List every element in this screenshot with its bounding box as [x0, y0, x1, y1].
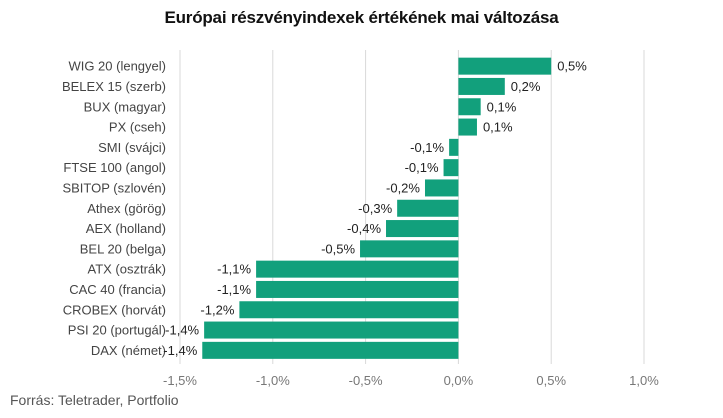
x-tick-label: 0,0% [444, 373, 474, 388]
category-label: WIG 20 (lengyel) [68, 59, 166, 74]
value-label: -1,2% [200, 302, 234, 317]
value-label: -0,4% [347, 221, 381, 236]
x-tick-label: -1,5% [163, 373, 197, 388]
bars [202, 57, 552, 359]
category-label: SBITOP (szlovén) [62, 180, 166, 195]
value-label: -0,5% [321, 241, 355, 256]
chart-title: Európai részvényindexek értékének mai vá… [164, 8, 559, 27]
bar [360, 240, 459, 258]
value-label: -1,1% [217, 282, 251, 297]
category-label: PSI 20 (portugál) [68, 323, 166, 338]
category-label: DAX (német) [91, 343, 166, 358]
bar [256, 280, 459, 298]
category-label: AEX (holland) [86, 221, 166, 236]
bar [424, 179, 459, 197]
category-label: SMI (svájci) [98, 140, 166, 155]
value-label: 0,1% [483, 120, 513, 135]
bar [202, 341, 459, 359]
category-label: BEL 20 (belga) [80, 241, 166, 256]
bar [458, 98, 481, 116]
bar [443, 159, 459, 177]
value-label: 0,2% [511, 79, 541, 94]
bar [458, 77, 505, 95]
value-label: 0,5% [557, 59, 587, 74]
bar [256, 260, 459, 278]
category-label: BUX (magyar) [84, 99, 166, 114]
category-label: PX (cseh) [109, 120, 166, 135]
category-label: FTSE 100 (angol) [63, 160, 166, 175]
value-label: -0,3% [358, 201, 392, 216]
category-label: ATX (osztrák) [88, 262, 167, 277]
bar [458, 118, 477, 136]
value-label: -1,1% [217, 262, 251, 277]
bar [397, 199, 459, 217]
category-label: CAC 40 (francia) [69, 282, 166, 297]
bar [239, 301, 459, 319]
x-tick-label: 1,0% [629, 373, 659, 388]
bar [386, 220, 459, 238]
value-label: -0,2% [386, 180, 420, 195]
bar [458, 57, 552, 75]
value-label: -0,1% [405, 160, 439, 175]
bar [204, 321, 459, 339]
value-label: -0,1% [410, 140, 444, 155]
bar [449, 138, 459, 156]
category-label: Athex (görög) [87, 201, 166, 216]
value-label: -1,4% [165, 323, 199, 338]
category-label: CROBEX (horvát) [63, 302, 166, 317]
x-tick-label: -0,5% [349, 373, 383, 388]
value-label: -1,4% [163, 343, 197, 358]
x-tick-label: -1,0% [256, 373, 290, 388]
category-label: BELEX 15 (szerb) [62, 79, 166, 94]
labels: -1,5% -1,0% -0,5% 0,0% 0,5% 1,0% WIG 20 (lengy… [62, 59, 659, 388]
x-tick-label: 0,5% [536, 373, 566, 388]
chart-source: Forrás: Teletrader, Portfolio [10, 392, 179, 408]
value-label: 0,1% [487, 99, 517, 114]
